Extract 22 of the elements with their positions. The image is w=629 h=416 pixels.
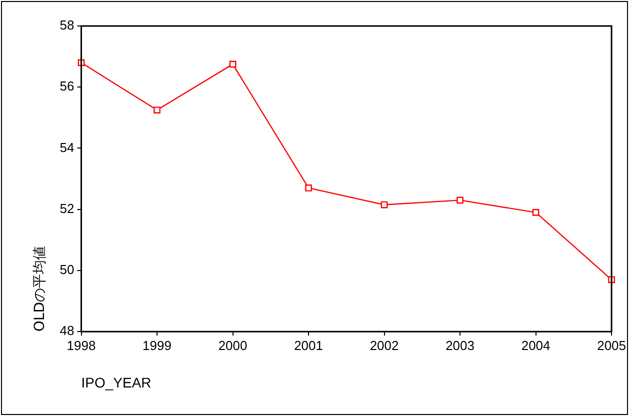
- y-tick-label: 52: [60, 200, 74, 216]
- y-tick-label: 54: [60, 140, 74, 155]
- point: [380, 201, 388, 208]
- x-tick-label: 2003: [446, 338, 474, 353]
- x-tick-label: 2005: [597, 338, 626, 353]
- y-tick-label: 56: [60, 78, 74, 94]
- x-tick-label: 2000: [218, 338, 248, 353]
- point: [532, 208, 540, 216]
- x-tick-label: 1999: [142, 338, 172, 353]
- y-axis-title: OLDの平均値: [32, 246, 48, 332]
- y-tick-label: 48: [60, 323, 74, 338]
- point: [456, 196, 464, 204]
- x-tick-label: 1998: [66, 338, 96, 353]
- point: [229, 60, 236, 68]
- x-tick-label: 2002: [370, 338, 399, 353]
- x-tick-label: 2004: [521, 338, 550, 353]
- point: [154, 106, 160, 114]
- point: [305, 184, 312, 192]
- x-tick-label: 2001: [294, 338, 323, 353]
- y-tick-label: 58: [60, 18, 74, 33]
- x-axis-title: IPO_YEAR: [81, 374, 152, 390]
- y-tick-label: 50: [60, 262, 74, 278]
